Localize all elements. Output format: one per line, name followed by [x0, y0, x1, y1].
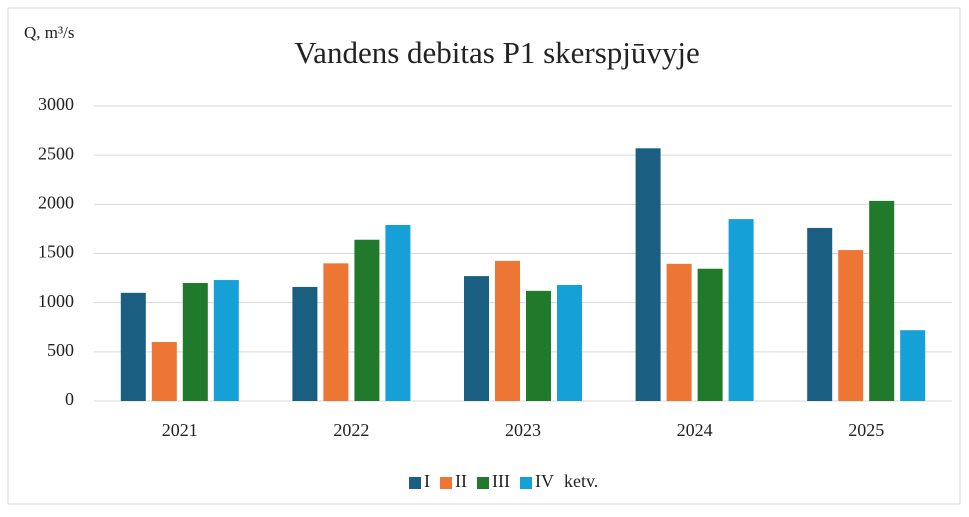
x-tick-label: 2023: [505, 420, 541, 440]
legend-swatch: [477, 477, 489, 489]
bar: [292, 286, 318, 401]
bar: [635, 148, 661, 401]
legend-label: IV: [535, 471, 554, 491]
bar: [526, 290, 551, 401]
legend-swatch: [440, 477, 452, 489]
y-tick-label: 1000: [38, 291, 74, 311]
x-tick-label: 2021: [162, 420, 198, 440]
bar: [728, 219, 754, 401]
bar: [557, 284, 582, 401]
legend-label: III: [492, 471, 510, 491]
legend-suffix: ketv.: [564, 471, 598, 491]
bar: [213, 280, 239, 401]
legend-swatch: [409, 477, 421, 489]
y-tick-label: 2000: [38, 192, 74, 212]
chart-border: [7, 7, 961, 505]
bar: [120, 292, 146, 401]
x-tick-label: 2022: [333, 420, 369, 440]
y-tick-label: 0: [65, 389, 74, 409]
bar: [354, 239, 380, 401]
y-tick-label: 500: [47, 340, 74, 360]
bar: [385, 224, 411, 401]
x-tick-label: 2024: [677, 420, 713, 440]
bar: [495, 260, 520, 401]
y-tick-label: 1500: [38, 242, 74, 262]
bar: [900, 330, 926, 401]
bar: [697, 268, 723, 401]
bar: [666, 263, 692, 401]
bar: [464, 276, 489, 401]
bar: [838, 250, 864, 401]
legend-label: I: [424, 471, 430, 491]
legend-label: II: [455, 471, 467, 491]
y-tick-label: 3000: [38, 94, 74, 114]
chart-title: Vandens debitas P1 skerspjūvyje: [294, 35, 700, 70]
bar: [151, 342, 177, 401]
y-axis-label: Q, m³/s: [24, 23, 74, 42]
y-tick-label: 2500: [38, 143, 74, 163]
bar: [323, 263, 349, 401]
legend-swatch: [519, 477, 532, 489]
x-tick-label: 2025: [848, 420, 884, 440]
bar: [807, 227, 833, 401]
bar: [182, 283, 208, 401]
bar: [869, 200, 895, 401]
